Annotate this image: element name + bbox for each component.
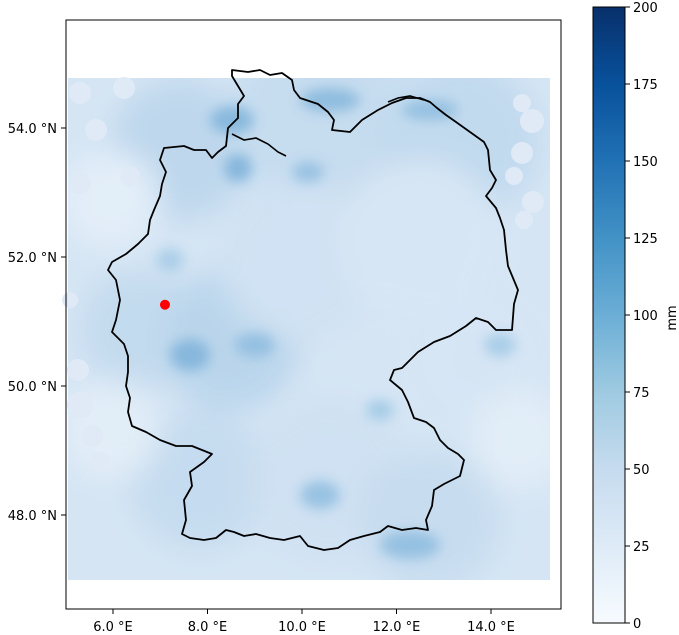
x-tick-label: 6.0 °E — [93, 620, 133, 635]
y-axis-ticks: 54.0 °N 52.0 °N 50.0 °N 48.0 °N — [8, 122, 66, 524]
y-tick-label: 48.0 °N — [8, 509, 57, 524]
precipitation-raster — [62, 77, 550, 580]
colorbar-tick-label: 75 — [633, 386, 650, 401]
x-tick-label: 12.0 °E — [373, 620, 421, 635]
colorbar-tick-label: 25 — [633, 540, 650, 555]
germany-border — [107, 69, 519, 551]
colorbar-tick-label: 0 — [633, 617, 641, 632]
x-tick-label: 8.0 °E — [188, 620, 228, 635]
colorbar-tick-label: 50 — [633, 463, 650, 478]
location-marker — [159, 299, 170, 310]
map-frame — [65, 19, 562, 610]
colorbar-tick-label: 100 — [633, 309, 658, 324]
x-tick-label: 10.0 °E — [278, 620, 326, 635]
y-tick-label: 52.0 °N — [8, 251, 57, 266]
coast-detail — [231, 95, 425, 157]
x-axis-ticks: 6.0 °E 8.0 °E 10.0 °E 12.0 °E 14.0 °E — [93, 609, 515, 635]
colorbar-label: mm — [665, 305, 679, 330]
colorbar-tick-label: 200 — [633, 1, 658, 16]
colorbar-tick-label: 175 — [633, 78, 658, 93]
y-tick-label: 50.0 °N — [8, 380, 57, 395]
x-tick-label: 14.0 °E — [467, 620, 515, 635]
colorbar-tick-label: 125 — [633, 232, 658, 247]
y-tick-label: 54.0 °N — [8, 122, 57, 137]
colorbar: 0 25 50 75 100 125 150 175 200 mm — [592, 1, 679, 632]
colorbar-gradient — [592, 6, 626, 624]
colorbar-ticks: 0 25 50 75 100 125 150 175 200 — [625, 1, 658, 632]
colorbar-tick-label: 150 — [633, 155, 658, 170]
